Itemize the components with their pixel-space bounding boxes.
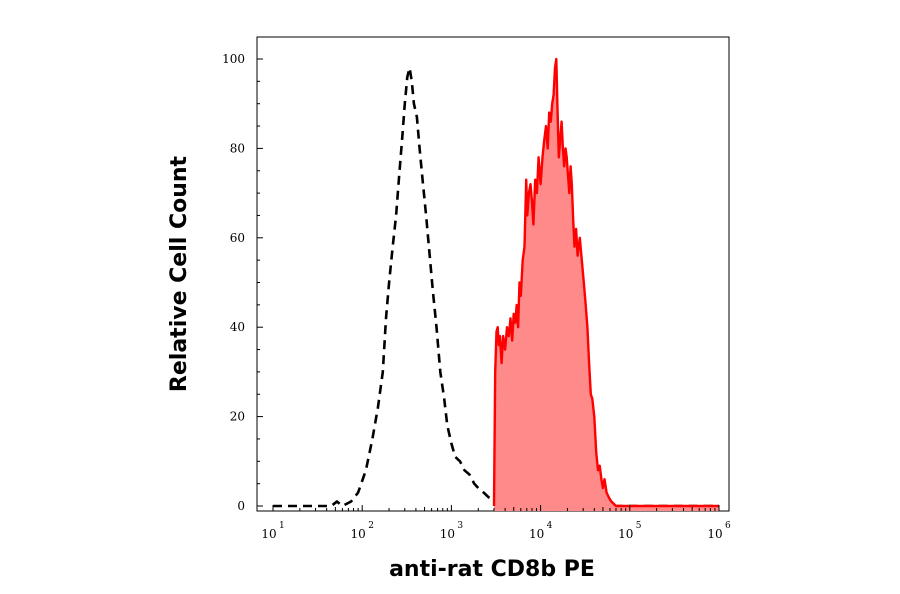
x-tick-exponent: 4 (547, 521, 553, 531)
x-tick-label: 101 (261, 521, 284, 541)
series-layer (273, 57, 719, 511)
y-axis: 0 20 40 60 80 100 (222, 52, 263, 513)
x-tick-base: 10 (261, 527, 276, 541)
series-2-line (492, 57, 719, 508)
x-tick-label: 106 (707, 521, 731, 541)
x-tick-label: 102 (351, 521, 374, 541)
x-tick-base: 10 (618, 527, 633, 541)
x-tick-exponent: 3 (457, 521, 463, 531)
x-tick-base: 10 (440, 527, 455, 541)
x-tick-exponent: 6 (725, 521, 731, 531)
y-tick-label: 60 (230, 231, 245, 245)
series-2-area (494, 59, 719, 511)
y-tick-label: 20 (230, 410, 245, 424)
x-tick-base: 10 (351, 527, 366, 541)
y-tick-label: 100 (222, 52, 245, 66)
x-tick-label: 104 (529, 521, 553, 541)
x-tick-base: 10 (707, 527, 722, 541)
x-tick-exponent: 1 (279, 521, 285, 531)
series-1-line (273, 66, 719, 508)
x-tick-exponent: 5 (636, 521, 642, 531)
y-tick-label: 80 (230, 141, 245, 155)
x-tick-label: 103 (440, 521, 464, 541)
y-axis-title: Relative Cell Count (167, 155, 192, 392)
y-tick-label: 40 (230, 320, 245, 334)
x-tick-label: 105 (618, 521, 642, 541)
x-tick-base: 10 (529, 527, 544, 541)
x-axis-title: anti-rat CD8b PE (389, 557, 595, 582)
plot-frame (256, 36, 730, 512)
y-tick-label: 0 (237, 499, 245, 513)
x-tick-exponent: 2 (368, 521, 374, 531)
